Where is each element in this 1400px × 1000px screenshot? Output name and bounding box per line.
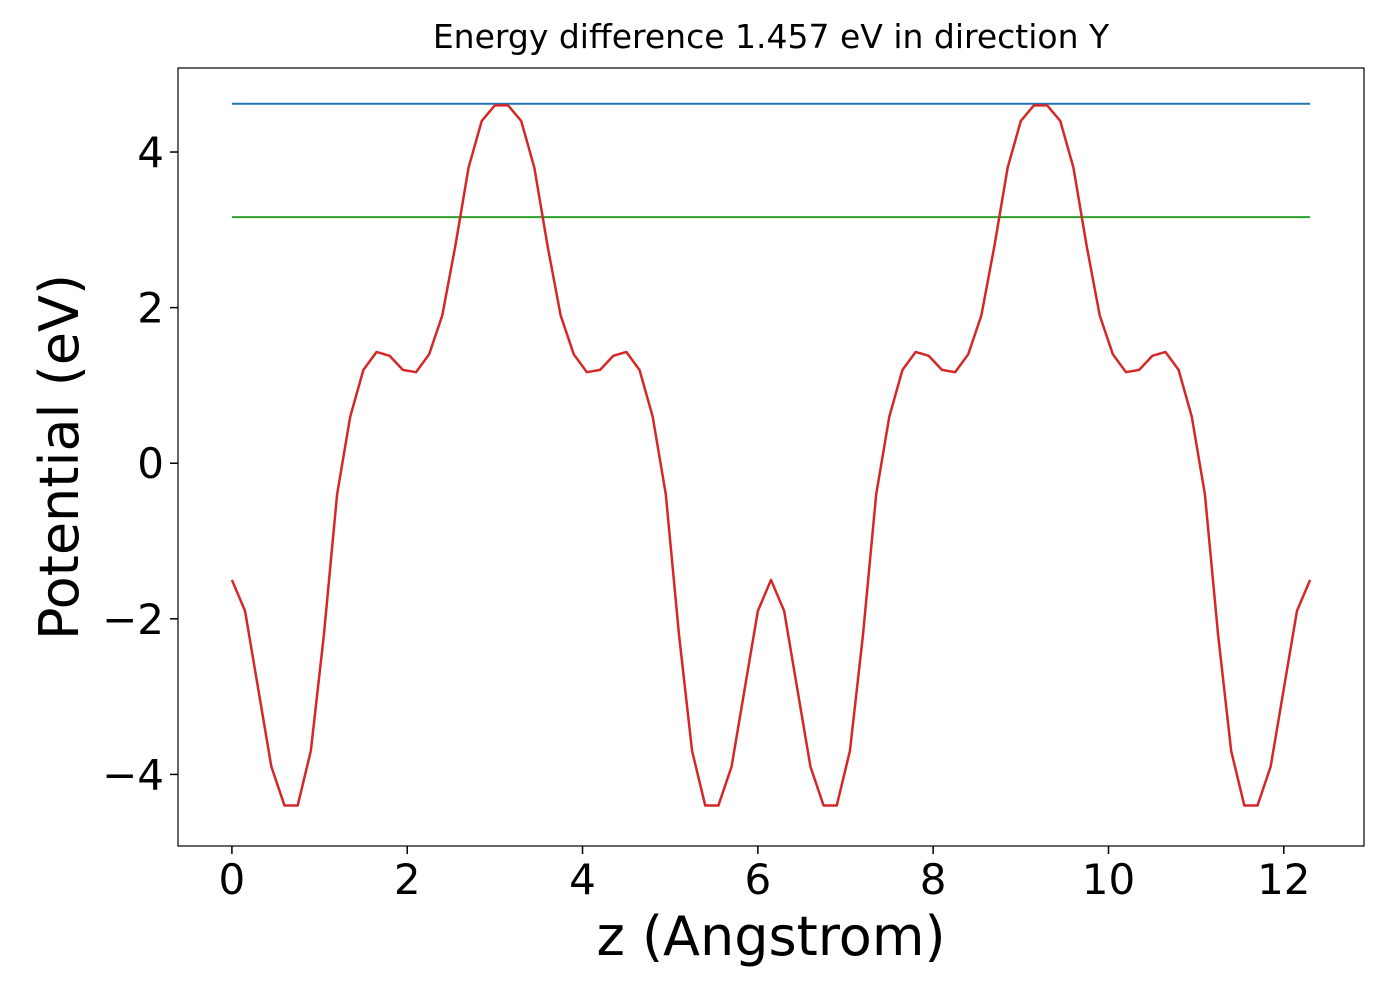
y-tick-label: 0 [137,439,164,488]
x-tick-label: 8 [920,855,947,904]
y-tick-label: 2 [137,284,164,333]
x-axis-label: z (Angstrom) [596,905,945,968]
data-line [230,104,1312,807]
x-tick-label: 4 [569,855,596,904]
x-tick-label: 2 [394,855,421,904]
y-axis-label: Potential (eV) [28,274,91,640]
y-tick-label: −4 [102,750,164,799]
chart-title: Energy difference 1.457 eV in direction … [433,17,1110,56]
x-tick-label: 10 [1082,855,1135,904]
x-tick-label: 0 [219,855,246,904]
y-tick-label: 4 [137,128,164,177]
y-tick-label: −2 [102,595,164,644]
plot-frame [177,67,1365,847]
x-tick-label: 12 [1257,855,1310,904]
x-tick-label: 6 [744,855,771,904]
